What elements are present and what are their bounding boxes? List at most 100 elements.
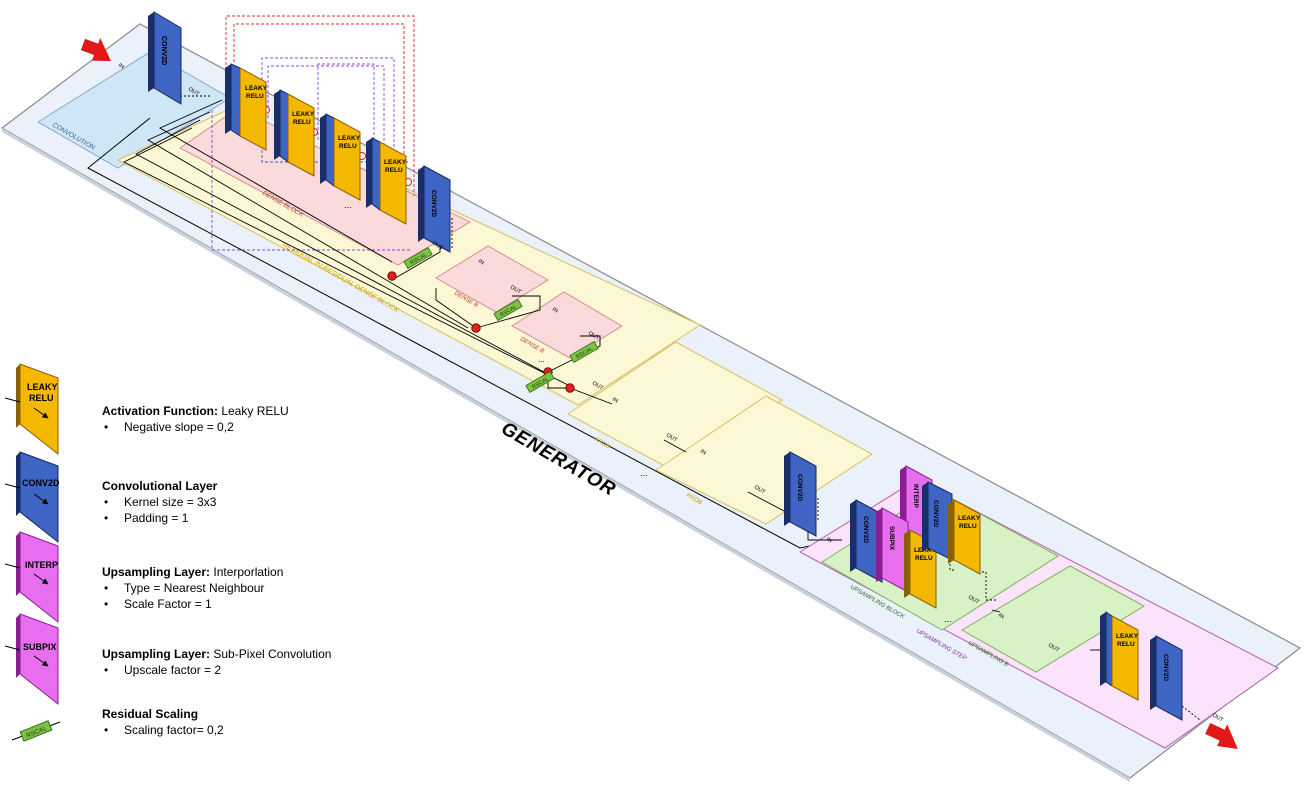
leaky-label-4a: LEAKY bbox=[384, 159, 407, 166]
legend-title: Convolutional Layer bbox=[102, 479, 218, 493]
legend-conv: CONV2D bbox=[22, 478, 60, 488]
legend-bullet: Negative slope = 0,2 bbox=[102, 419, 289, 435]
leaky-relu-layer-final: LEAKY RELU bbox=[1111, 615, 1139, 701]
leaky-relu-layer-dense-2: LEAKY RELU bbox=[287, 93, 315, 177]
output-arrow-icon bbox=[1205, 722, 1238, 750]
legend-title: Residual Scaling bbox=[102, 707, 199, 721]
in-label-upsample: IN bbox=[825, 537, 833, 545]
upsampling-b-region bbox=[961, 565, 1146, 673]
legend-entry-subpix: Upsampling Layer: Sub-Pixel Convolution … bbox=[102, 646, 331, 678]
dense-b-region-1 bbox=[435, 245, 549, 313]
leaky-label-1b: RELU bbox=[246, 93, 264, 100]
rrdb-ellipsis: ... bbox=[640, 468, 648, 478]
legend-subpix: SUBPIX bbox=[23, 642, 57, 652]
legend-interp: INTERP bbox=[25, 560, 58, 570]
upsample-ellipsis: ... bbox=[944, 614, 952, 624]
leaky-label-7a: LEAKY bbox=[1116, 633, 1139, 640]
in-label-rrdb-2: IN bbox=[611, 397, 619, 405]
rscal-badge-3: RSCAL bbox=[569, 340, 599, 364]
conv2d-label-final: CONV2D bbox=[1162, 654, 1169, 681]
out-label-final: OUT bbox=[1211, 713, 1225, 724]
legend-entry-rscal: Residual Scaling Scaling factor= 0,2 bbox=[102, 706, 224, 738]
out-label-conv: OUT bbox=[187, 87, 201, 98]
legend-title: Activation Function: bbox=[102, 404, 218, 418]
leaky-relu-layer-icon: LEAKY RELU bbox=[4, 363, 59, 456]
legend-leaky-1: LEAKY bbox=[27, 382, 58, 392]
rrdb-region-2 bbox=[567, 341, 783, 473]
conv2d-layer-dense-4 bbox=[366, 137, 381, 211]
interp-label: INTERP bbox=[912, 484, 919, 509]
legend-bullet: Upscale factor = 2 bbox=[102, 662, 331, 678]
legend-bullet: Padding = 1 bbox=[102, 510, 217, 526]
conv2d-label-upsample-2: CONV2D bbox=[932, 500, 939, 527]
conv2d-layer-input: CONV2D bbox=[148, 11, 182, 105]
legend-bullet: Kernel size = 3x3 bbox=[102, 494, 217, 510]
dense-b-ellipsis: ... bbox=[538, 355, 545, 364]
conv2d-layer-icon: CONV2D bbox=[4, 451, 60, 544]
out-label-upsample: OUT bbox=[967, 595, 981, 606]
leaky-relu-layer-dense-4: LEAKY RELU bbox=[379, 141, 407, 225]
leaky-label-4b: RELU bbox=[385, 167, 403, 174]
conv2d-label-input: CONV2D bbox=[160, 36, 167, 65]
in-label-upsample-b: IN bbox=[997, 613, 1005, 621]
conv2d-layer-dense-1 bbox=[225, 63, 241, 137]
dense-ellipsis: ... bbox=[344, 200, 352, 210]
leaky-label-2b: RELU bbox=[293, 119, 311, 126]
out-label-upsample-b: OUT bbox=[1047, 643, 1061, 654]
dense-block-region bbox=[179, 107, 472, 266]
conv2d-layer-upsample: CONV2D bbox=[850, 499, 883, 583]
leaky-label-3a: LEAKY bbox=[338, 135, 361, 142]
leaky-label-7b: RELU bbox=[1117, 641, 1135, 648]
legend-entry-conv: Convolutional Layer Kernel size = 3x3 Pa… bbox=[102, 478, 217, 526]
conv2d-label-upsample: CONV2D bbox=[862, 516, 869, 543]
conv2d-layer-dense-3 bbox=[320, 113, 335, 187]
out-label-dense: OUT bbox=[431, 241, 445, 252]
conv2d-label-post-rrdb: CONV2D bbox=[796, 474, 803, 501]
leaky-label-6a: LEAKY bbox=[958, 515, 981, 522]
conv2d-layer-dense-2 bbox=[274, 89, 289, 163]
leaky-label-1a: LEAKY bbox=[245, 85, 268, 92]
leaky-relu-layer-dense-3: LEAKY RELU bbox=[333, 117, 361, 201]
leaky-label-6b: RELU bbox=[959, 523, 977, 530]
residual-connection-lines bbox=[122, 99, 1106, 651]
subpix-layer-icon: SUBPIX bbox=[4, 613, 59, 706]
legend-subtitle: Sub-Pixel Convolution bbox=[210, 647, 332, 661]
conv2d-layer-post-rrdb: CONV2D bbox=[784, 451, 817, 537]
conv2d-layer-final-2: CONV2D bbox=[1150, 635, 1183, 721]
out-label-rrdb-2: OUT bbox=[665, 433, 679, 444]
leaky-relu-layer-upsample-2: LEAKY RELU bbox=[948, 499, 981, 575]
out-label-rrdb: OUT bbox=[591, 381, 605, 392]
out-label-dense-b1: OUT bbox=[509, 285, 523, 296]
legend-subtitle: Interporlation bbox=[210, 565, 284, 579]
leaky-label-5a: LEAKY bbox=[914, 547, 937, 554]
port-labels: IN OUT OUT IN OUT IN OUT OUT IN OUT IN O… bbox=[117, 63, 1225, 724]
legend-subtitle: Leaky RELU bbox=[218, 404, 289, 418]
in-label-input: IN bbox=[117, 63, 125, 71]
in-label-dense-b1: IN bbox=[477, 259, 485, 267]
leaky-label-2a: LEAKY bbox=[292, 111, 315, 118]
legend-entry-leaky: Activation Function: Leaky RELU Negative… bbox=[102, 403, 289, 435]
leaky-relu-layer-dense-1: LEAKY RELU bbox=[239, 67, 268, 151]
interp-layer-icon: INTERP bbox=[4, 531, 59, 624]
conv2d-layer-final-1 bbox=[1100, 611, 1113, 687]
legend-title: Upsampling Layer: bbox=[102, 647, 211, 661]
out-label-dense-b2: OUT bbox=[587, 331, 601, 342]
legend-bullet: Scale Factor = 1 bbox=[102, 596, 283, 612]
legend-title: Upsampling Layer: bbox=[102, 565, 211, 579]
leaky-label-3b: RELU bbox=[339, 143, 357, 150]
rscal-icon: RSCAL bbox=[11, 720, 61, 742]
legend-bullet: Scaling factor= 0,2 bbox=[102, 722, 224, 738]
input-arrow-icon bbox=[80, 38, 111, 62]
rrdb-region-3 bbox=[655, 395, 873, 525]
conv2d-layer-upsample-2: CONV2D bbox=[922, 481, 953, 561]
subpix-label: SUBPIX bbox=[888, 526, 895, 551]
legend-bullet: Type = Nearest Neighbour bbox=[102, 580, 283, 596]
legend-leaky-2: RELU bbox=[29, 393, 54, 403]
in-label-rrdb-3: IN bbox=[699, 449, 707, 457]
legend-entry-interp: Upsampling Layer: Interporlation Type = … bbox=[102, 564, 283, 612]
leaky-relu-layer-upsample-1: LEAKY RELU bbox=[904, 529, 937, 609]
conv2d-label-dense-out: CONV2D bbox=[430, 190, 437, 217]
leaky-label-5b: RELU bbox=[915, 555, 933, 562]
conv2d-layer-dense-out: CONV2D bbox=[418, 165, 451, 253]
